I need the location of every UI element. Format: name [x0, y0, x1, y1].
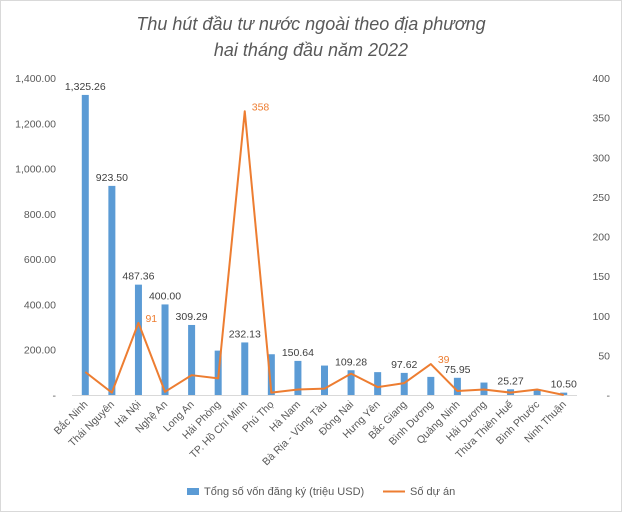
chart-title-line-1: Thu hút đầu tư nước ngoài theo địa phươn… [136, 14, 485, 34]
y-left-tick-label: 400.00 [24, 299, 56, 311]
bar-data-label: 10.50 [551, 379, 577, 391]
chart-title-line-2: hai tháng đầu năm 2022 [214, 40, 408, 60]
bar-data-label: 400.00 [149, 290, 181, 302]
legend-bar-swatch [187, 488, 199, 495]
bar [134, 284, 142, 395]
y-right-tick-label: 100 [592, 311, 610, 323]
y-right-tick-label: 400 [592, 73, 610, 85]
bar [347, 370, 355, 395]
bar-data-label: 97.62 [391, 359, 417, 371]
legend: Tổng số vốn đăng ký (triệu USD) Số dự án [187, 486, 455, 498]
y-left-tick-label: 1,000.00 [15, 164, 56, 176]
legend-line-label: Số dự án [410, 486, 455, 498]
y-left-tick-label: 1,200.00 [15, 118, 56, 130]
bar [108, 185, 116, 395]
bar [427, 376, 435, 395]
y-right-tick-label: 200 [592, 232, 610, 244]
line-series-projects [84, 110, 564, 396]
bar-data-label: 25.27 [497, 375, 523, 387]
y-right-tick-label: 300 [592, 152, 610, 164]
y-left-tick-label: 1,400.00 [15, 73, 56, 85]
line-data-label: 358 [252, 101, 270, 113]
bar [188, 324, 196, 395]
bar [81, 94, 89, 395]
bar [321, 365, 328, 395]
bar-data-label: 923.50 [96, 172, 128, 184]
bar [374, 372, 382, 395]
bar [241, 342, 249, 395]
bar [294, 360, 302, 395]
bar [267, 354, 275, 395]
y-right-tick-label: 350 [592, 113, 610, 125]
bar [161, 304, 169, 395]
y-left-tick-label: 200.00 [24, 345, 56, 357]
line-data-label: 91 [145, 313, 157, 325]
bar [453, 377, 461, 395]
bar [533, 390, 541, 395]
bar-data-label: 150.64 [282, 347, 314, 359]
bar-data-label: 1,325.26 [65, 81, 106, 93]
y-right-tick-label: 50 [598, 350, 610, 362]
y-left-tick-label: 600.00 [24, 254, 56, 266]
line-data-label: 39 [438, 354, 450, 366]
y-left-tick-label: - [53, 390, 57, 402]
bar-data-label: 232.13 [229, 328, 261, 340]
y-right-tick-label: 250 [592, 192, 610, 204]
y-right-tick-label: - [607, 390, 611, 402]
bar-data-label: 309.29 [176, 311, 208, 323]
y-left-tick-label: 800.00 [24, 209, 56, 221]
bar-data-label: 109.28 [335, 356, 367, 368]
bar-data-label: 75.95 [444, 364, 470, 376]
bar-data-label: 487.36 [122, 271, 154, 283]
y-right-tick-label: 150 [592, 271, 610, 283]
bar [560, 392, 568, 395]
legend-bar-label: Tổng số vốn đăng ký (triệu USD) [204, 486, 364, 498]
